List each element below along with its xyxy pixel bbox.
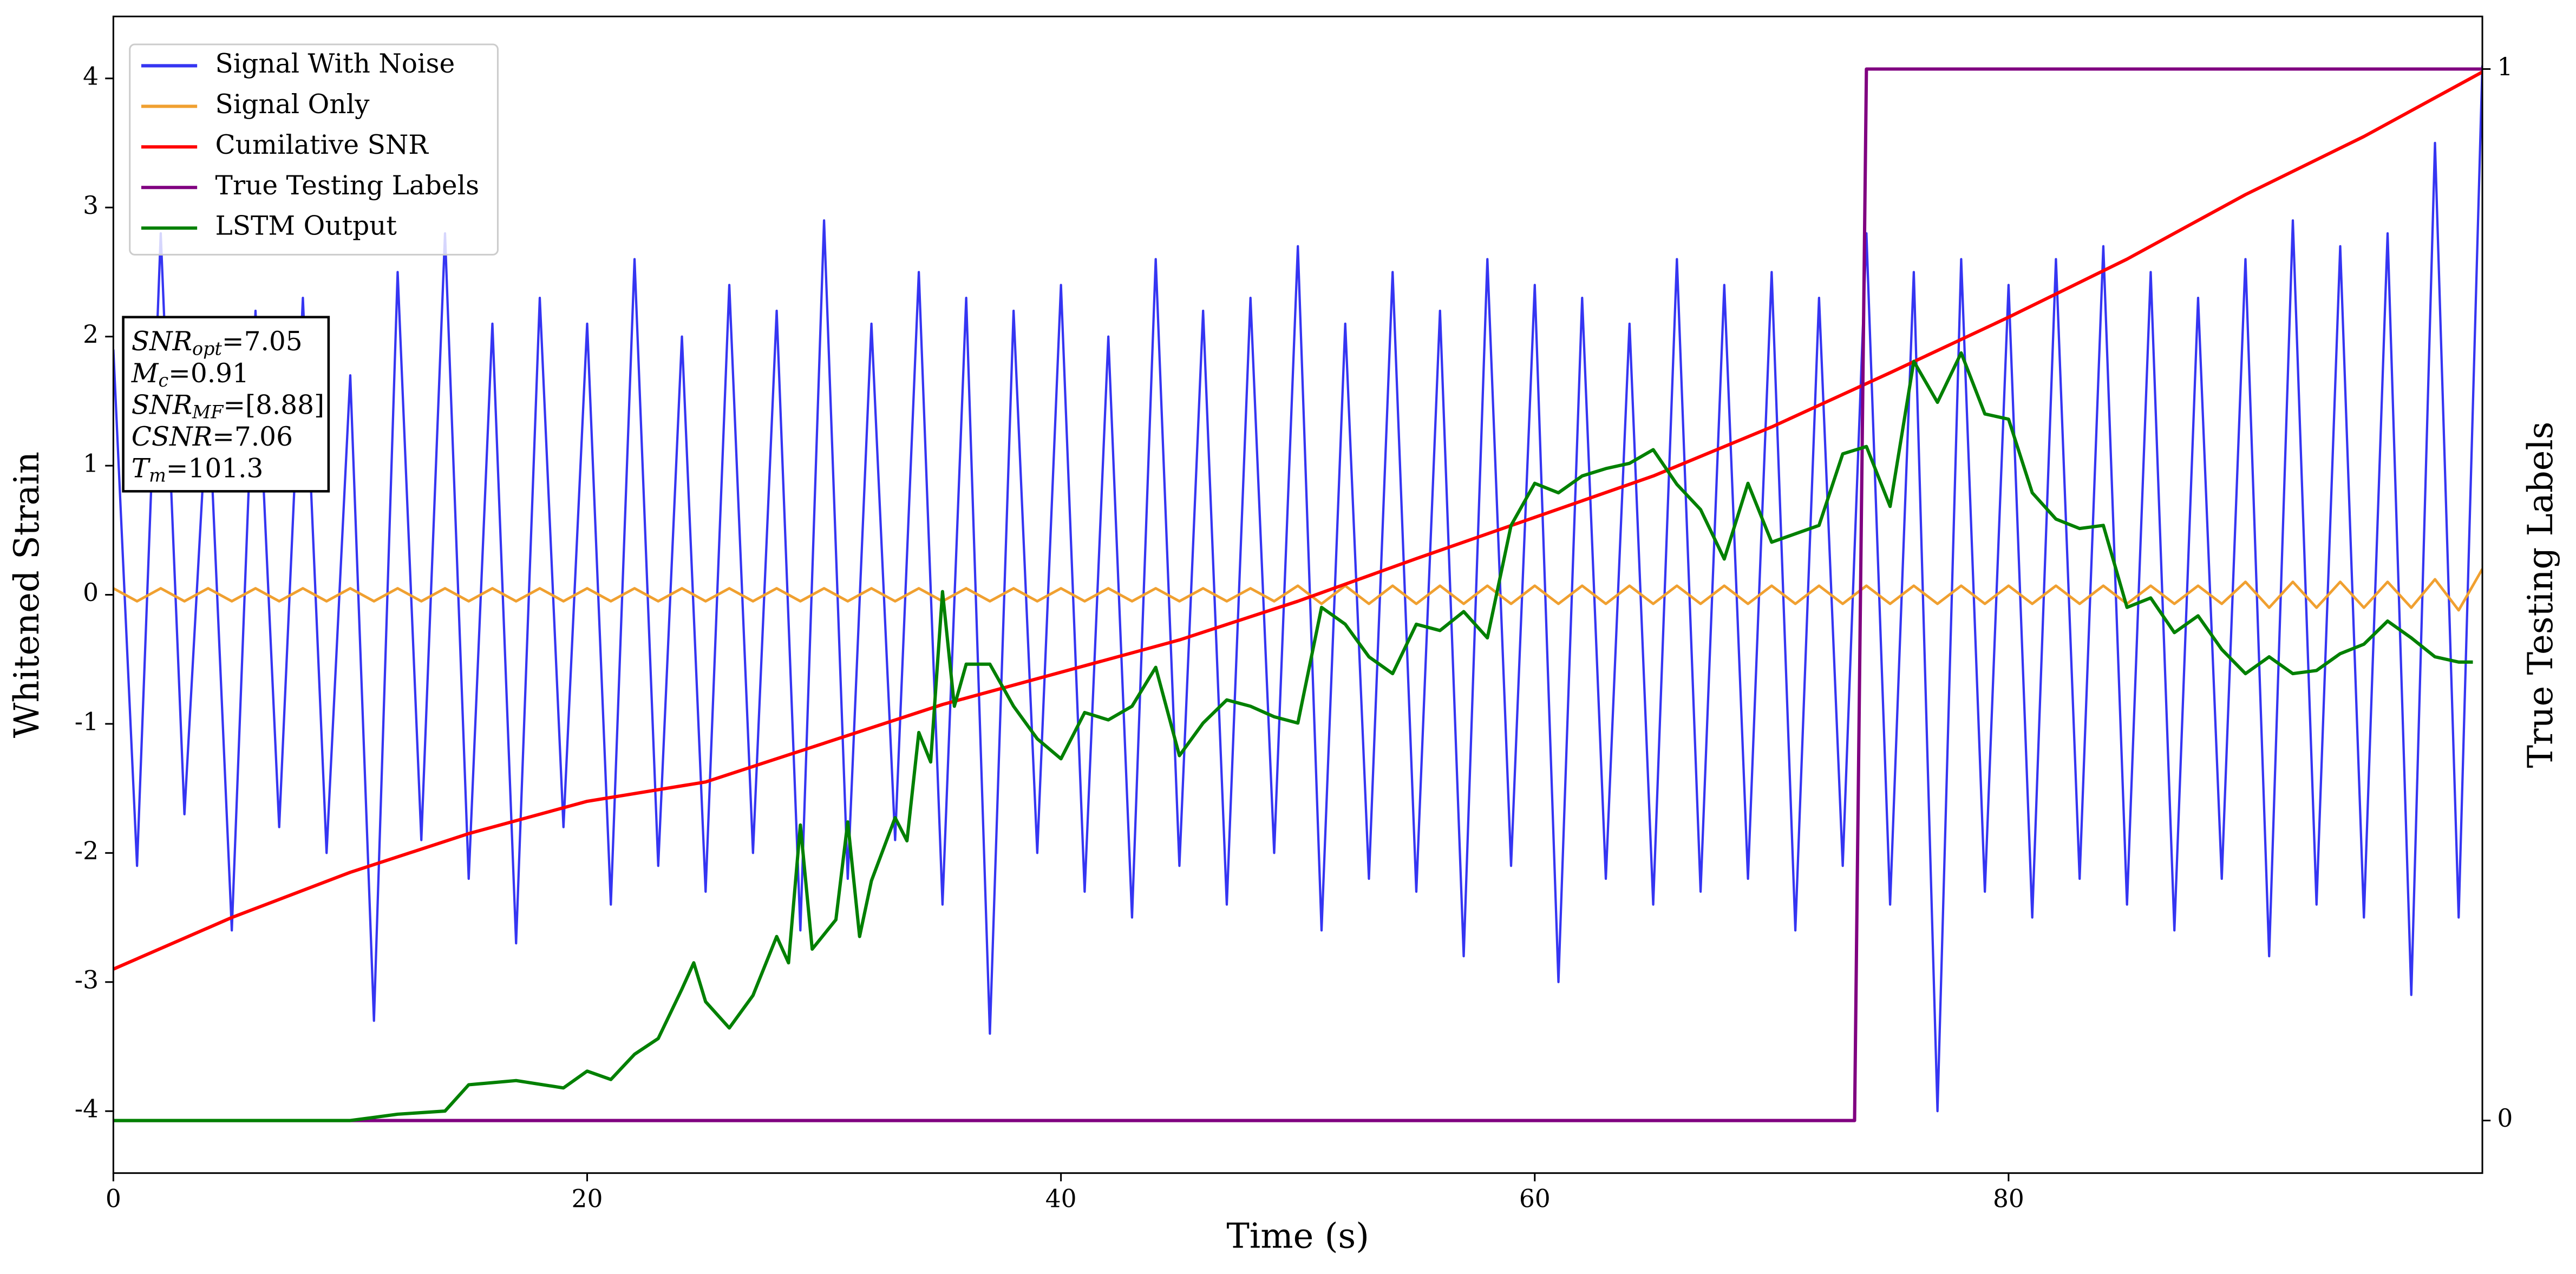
y-tick-label: -1 xyxy=(75,707,99,736)
annotation-value: =[8.88] xyxy=(223,390,324,420)
x-axis-label: Time (s) xyxy=(1226,1217,1369,1257)
legend-label: Signal With Noise xyxy=(215,49,455,79)
annotation-symbol: SNR xyxy=(132,390,192,420)
annotation-value: =0.91 xyxy=(168,358,249,388)
legend-label: Signal Only xyxy=(215,89,370,120)
annotation-symbol: M xyxy=(131,358,159,388)
series-line xyxy=(113,70,2483,971)
legend-label: LSTM Output xyxy=(215,211,397,241)
annotation-line: Mc=0.91 xyxy=(131,358,249,391)
y-tick-label: -3 xyxy=(75,965,99,994)
annotation-symbol: SNR xyxy=(132,326,192,357)
annotation-line: SNRopt=7.05 xyxy=(132,326,303,360)
annotation-value: =7.05 xyxy=(222,326,303,357)
legend-label: True Testing Labels xyxy=(215,171,480,201)
annotation-line: Tm=101.3 xyxy=(132,453,264,486)
x-tick-label: 60 xyxy=(1519,1185,1551,1213)
annotation-line: CSNR=7.06 xyxy=(132,421,293,452)
y-tick-label: -2 xyxy=(75,837,99,865)
annotation-subscript: m xyxy=(149,465,166,486)
annotation-line: SNRMF=[8.88] xyxy=(132,390,324,423)
annotation-subscript: c xyxy=(158,370,168,391)
y-tick-label: 3 xyxy=(83,191,99,220)
y-tick-label: 1 xyxy=(83,449,99,478)
series-line xyxy=(113,67,2483,1122)
annotation-subscript: opt xyxy=(192,338,222,359)
y2-tick-label: 0 xyxy=(2497,1104,2513,1133)
x-tick-label: 20 xyxy=(572,1185,603,1213)
annotation-value: =7.06 xyxy=(212,421,293,452)
annotation-value: =101.3 xyxy=(166,453,264,484)
annotation-symbol: T xyxy=(132,453,151,484)
series-line xyxy=(113,351,2473,1122)
y-axis-label: Whitened Strain xyxy=(7,452,47,738)
y-tick-label: 4 xyxy=(83,62,99,90)
annotation-box: SNRopt=7.05Mc=0.91SNRMF=[8.88]CSNR=7.06T… xyxy=(122,316,330,493)
y2-axis-label: True Testing Labels xyxy=(2521,422,2561,768)
annotation-frame xyxy=(122,316,330,493)
annotation-subscript: MF xyxy=(192,402,224,423)
x-tick-label: 0 xyxy=(106,1185,121,1213)
legend-label: Cumilative SNR xyxy=(215,130,429,160)
series-line xyxy=(113,568,2483,612)
x-tick-label: 80 xyxy=(1993,1185,2024,1213)
annotation-symbol: CSNR xyxy=(132,421,212,452)
legend: Signal With Noise Signal Only Cumilative S… xyxy=(129,43,499,256)
plot-area xyxy=(113,65,2483,1122)
x-tick-label: 40 xyxy=(1045,1185,1077,1213)
y2-tick-label: 1 xyxy=(2497,53,2513,81)
series-line xyxy=(113,65,2483,1113)
legend-frame xyxy=(129,43,499,256)
y-tick-label: 2 xyxy=(83,320,99,349)
y-tick-label: 0 xyxy=(83,578,99,607)
y-tick-label: -4 xyxy=(75,1095,99,1123)
